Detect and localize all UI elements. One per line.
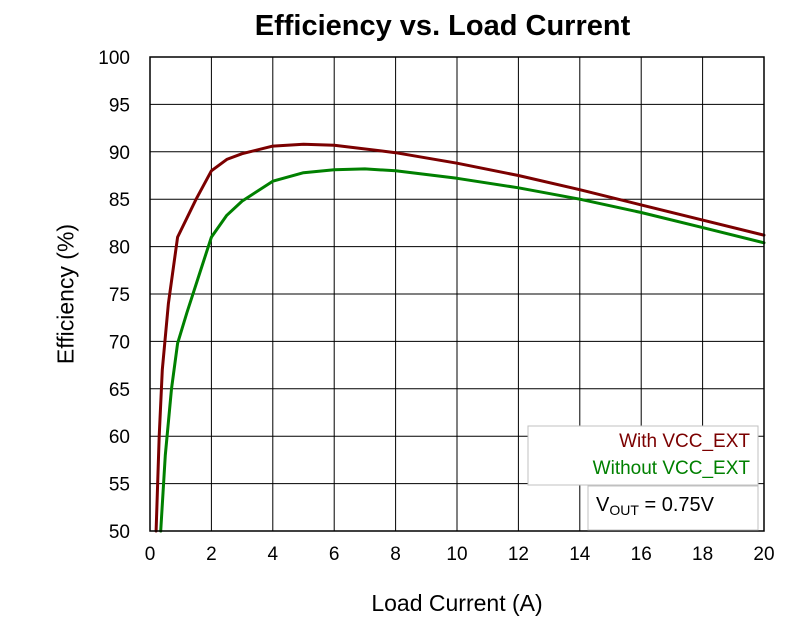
y-tick-label: 60 (109, 427, 130, 448)
legend-label-without-vcc-ext: Without VCC_EXT (593, 458, 751, 479)
x-tick-label: 14 (569, 544, 591, 565)
x-axis-label: Load Current (A) (371, 590, 543, 616)
plot-area-border (149, 56, 765, 532)
series-line-with-vcc-ext (154, 142, 766, 533)
y-tick-label: 90 (109, 143, 130, 164)
x-tick-label: 10 (446, 544, 467, 565)
x-tick-label: 12 (508, 544, 529, 565)
y-tick-label: 55 (109, 475, 130, 496)
x-tick-label: 6 (329, 544, 340, 565)
series-line-without-vcc-ext (159, 167, 766, 533)
x-tick-label: 20 (753, 544, 774, 565)
legend-box (527, 425, 759, 486)
x-tick-label: 8 (390, 544, 401, 565)
chart-title: Efficiency vs. Load Current (254, 10, 631, 42)
x-tick-label: 16 (631, 544, 652, 565)
y-tick-label: 65 (109, 380, 130, 401)
y-tick-label: 70 (109, 332, 130, 353)
y-tick-label: 100 (98, 48, 130, 69)
legend-label-with-vcc-ext: With VCC_EXT (619, 431, 750, 452)
y-tick-label: 80 (109, 238, 130, 259)
y-tick-label: 85 (109, 190, 130, 211)
x-tick-label: 2 (206, 544, 217, 565)
y-tick-label: 75 (109, 285, 130, 306)
y-tick-label: 95 (109, 95, 130, 116)
x-tick-label: 18 (692, 544, 713, 565)
x-tick-label: 0 (145, 544, 156, 565)
vout-annotation-box (587, 485, 759, 531)
x-tick-label: 4 (268, 544, 279, 565)
vout-annotation: VOUT = 0.75V (596, 494, 714, 518)
y-tick-label: 50 (109, 522, 130, 543)
